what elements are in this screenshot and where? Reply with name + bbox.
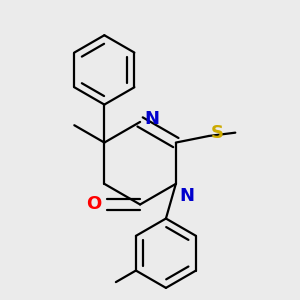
Text: N: N (144, 110, 159, 128)
Text: N: N (179, 187, 194, 205)
Text: O: O (86, 196, 102, 214)
Text: S: S (211, 124, 224, 142)
